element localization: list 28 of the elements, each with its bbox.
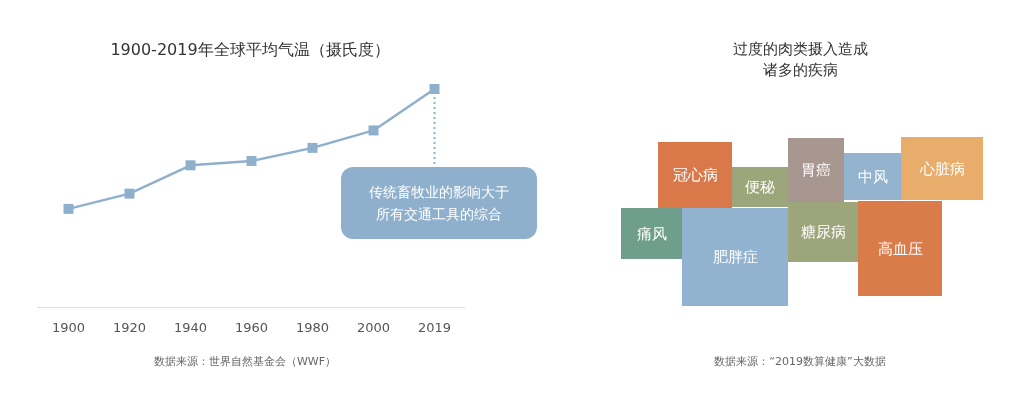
category-label: 高血压 xyxy=(877,239,923,258)
callout-box: 传统畜牧业的影响大于所有交通工具的综合 xyxy=(340,167,537,239)
text: 过度的肉类摄入造成诸多的疾病 xyxy=(732,39,868,79)
point xyxy=(368,125,379,136)
category-label: 糖尿病 xyxy=(800,223,846,241)
category-label: 痛风 xyxy=(636,224,667,243)
category-label: 中风 xyxy=(857,167,888,186)
category-label: 心脏病 xyxy=(918,159,965,178)
source-note: 数据来源：“2019数算健康”大数据 xyxy=(714,355,886,368)
point xyxy=(246,155,257,166)
category-label: 肥胖症 xyxy=(712,248,758,266)
category-label: 便秘 xyxy=(745,178,775,196)
x-tick-label: 2019 xyxy=(417,320,452,335)
x-tick-label: 2000 xyxy=(356,320,391,335)
point xyxy=(185,160,196,171)
point xyxy=(63,203,74,214)
chart-title: 1900-2019年全球平均气温（摄氏度） xyxy=(110,39,390,59)
x-tick-label: 1920 xyxy=(112,320,147,335)
point xyxy=(307,142,318,153)
source-note: 数据来源：世界自然基金会（WWF） xyxy=(153,355,337,368)
category-label: 冠心病 xyxy=(672,166,718,184)
category-label: 胃癌 xyxy=(801,161,831,179)
x-tick-label: 1940 xyxy=(173,320,208,335)
x-tick-label: 1900 xyxy=(51,320,86,335)
point xyxy=(124,188,135,199)
x-tick-label: 1960 xyxy=(234,320,269,335)
point xyxy=(429,84,440,94)
x-tick-label: 1980 xyxy=(295,320,330,335)
